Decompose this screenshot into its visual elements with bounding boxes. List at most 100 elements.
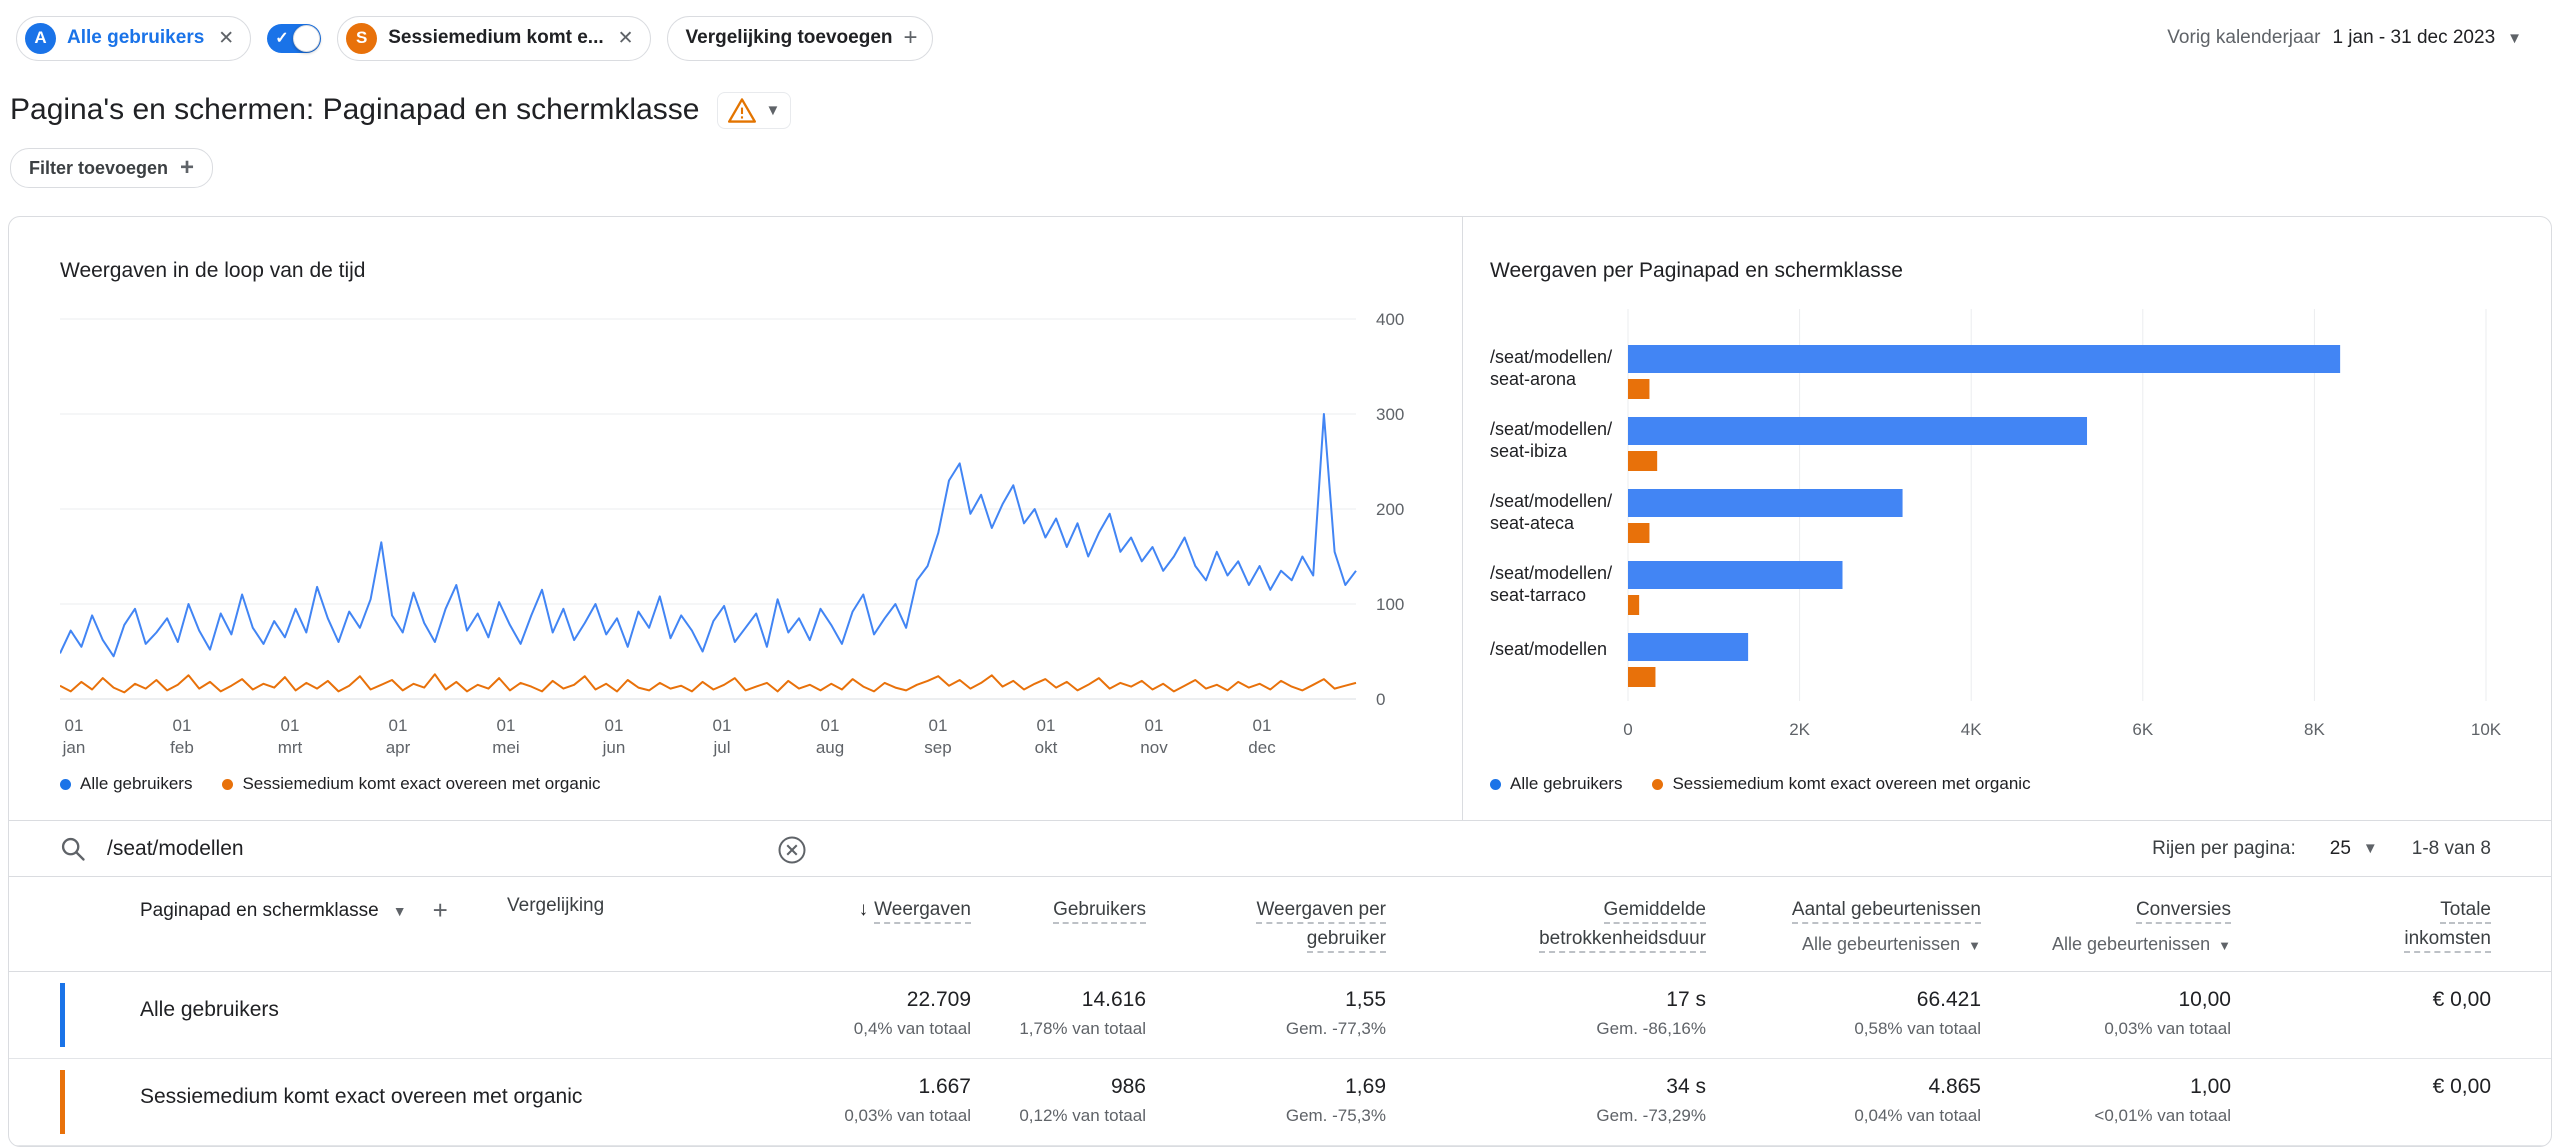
avg-engagement-cell: 17 sGem. -86,16% (1386, 972, 1706, 1058)
views-cell: 22.7090,4% van totaal (771, 972, 971, 1058)
line-chart-title: Weergaven in de loop van de tijd (60, 259, 1462, 283)
legend-item-all-users: Alle gebruikers (60, 774, 192, 794)
svg-text:seat-arona: seat-arona (1490, 369, 1577, 389)
bar-chart-plot[interactable]: 02K4K6K8K10K/seat/modellen/seat-arona/se… (1490, 309, 2530, 761)
column-header-event-count[interactable]: Aantal gebeurtenissen Alle gebeurtenisse… (1706, 895, 1981, 955)
filter-bar: Filter toevoegen + (0, 132, 2560, 188)
svg-text:01: 01 (713, 716, 732, 735)
table-header: Paginapad en schermklasse ▼ + Vergelijki… (9, 877, 2551, 972)
add-filter-button[interactable]: Filter toevoegen + (10, 148, 213, 188)
table-search-row: Rijen per pagina: 25 ▼ 1-8 van 8 (9, 820, 2551, 877)
views-by-page-path-chart: Weergaven per Paginapad en schermklasse … (1463, 217, 2551, 820)
clear-search-icon[interactable] (777, 835, 807, 865)
add-secondary-dimension-icon[interactable]: + (433, 895, 448, 926)
svg-text:apr: apr (386, 738, 411, 757)
data-warning-dropdown[interactable]: ▼ (717, 92, 791, 129)
views-header-label: Weergaven (874, 899, 971, 924)
comparison-visibility-toggle[interactable]: ✓ (267, 24, 321, 53)
chip-session-medium-label: Sessiemedium komt e... (388, 27, 603, 49)
add-comparison-label: Vergelijking toevoegen (686, 27, 893, 49)
svg-text:2K: 2K (1789, 720, 1810, 739)
column-header-conversions[interactable]: Conversies Alle gebeurtenissen▼ (1981, 895, 2231, 955)
column-header-total-revenue[interactable]: Totale inkomsten (2231, 895, 2491, 954)
avg-engagement-cell: 34 sGem. -73,29% (1386, 1059, 1706, 1145)
blue-series-dot (1490, 779, 1501, 790)
column-header-users[interactable]: Gebruikers (971, 895, 1146, 924)
svg-text:jun: jun (602, 738, 626, 757)
add-filter-label: Filter toevoegen (29, 158, 168, 179)
page-title: Pagina's en schermen: Paginapad en scher… (10, 88, 699, 132)
chip-all-users[interactable]: A Alle gebruikers ✕ (16, 16, 251, 61)
svg-text:seat-ateca: seat-ateca (1490, 513, 1575, 533)
svg-text:0: 0 (1623, 720, 1632, 739)
legend-label: Alle gebruikers (1510, 774, 1622, 794)
svg-text:01: 01 (1145, 716, 1164, 735)
svg-text:01: 01 (497, 716, 516, 735)
toggle-thumb (293, 25, 320, 52)
sort-descending-icon: ↓ (859, 899, 869, 920)
table-row[interactable]: Alle gebruikers 22.7090,4% van totaal 14… (9, 972, 2551, 1059)
comparison-name: Sessiemedium komt exact overeen met orga… (9, 1059, 771, 1145)
rows-per-page-label: Rijen per pagina: (2152, 838, 2296, 860)
search-input[interactable] (105, 836, 685, 862)
event-count-cell: 66.4210,58% van totaal (1706, 972, 1981, 1058)
event-filter-dropdown[interactable]: Alle gebeurtenissen▼ (1706, 934, 1981, 955)
table-row[interactable]: Sessiemedium komt exact overeen met orga… (9, 1059, 2551, 1146)
avg-engagement-header-label: Gemiddelde betrokkenheidsduur (1539, 899, 1706, 953)
close-icon[interactable]: ✕ (615, 27, 634, 50)
svg-text:nov: nov (1140, 738, 1168, 757)
charts-row: Weergaven in de loop van de tijd 0100200… (9, 217, 2551, 820)
svg-text:100: 100 (1376, 595, 1404, 614)
svg-text:/seat/modellen/: /seat/modellen/ (1490, 419, 1612, 439)
bar-chart-title: Weergaven per Paginapad en schermklasse (1490, 259, 2551, 283)
conversions-filter-value: Alle gebeurtenissen (2052, 934, 2210, 954)
svg-text:mrt: mrt (278, 738, 303, 757)
legend-item-all-users: Alle gebruikers (1490, 774, 1622, 794)
conversions-filter-dropdown[interactable]: Alle gebeurtenissen ▼ (1981, 934, 2231, 955)
orange-series-dot (1652, 779, 1663, 790)
svg-text:01: 01 (173, 716, 192, 735)
svg-text:01: 01 (389, 716, 408, 735)
event-filter-value: Alle gebeurtenissen (1802, 934, 1960, 954)
line-chart-plot[interactable]: 010020030040001jan01feb01mrt01apr01mei01… (60, 309, 1446, 761)
svg-text:01: 01 (929, 716, 948, 735)
total-revenue-header-label: Totale inkomsten (2404, 899, 2491, 953)
column-header-views[interactable]: ↓Weergaven (771, 895, 971, 924)
svg-text:/seat/modellen/: /seat/modellen/ (1490, 563, 1612, 583)
column-header-dimension[interactable]: Paginapad en schermklasse ▼ + (9, 895, 507, 926)
rows-per-page-select[interactable]: 25 ▼ (2330, 838, 2378, 860)
conversions-cell: 10,000,03% van totaal (1981, 972, 2231, 1058)
orange-series-dot (222, 779, 233, 790)
svg-text:300: 300 (1376, 405, 1404, 424)
chip-session-medium-organic[interactable]: S Sessiemedium komt e... ✕ (337, 16, 650, 61)
svg-text:/seat/modellen/: /seat/modellen/ (1490, 491, 1612, 511)
svg-text:jan: jan (62, 738, 86, 757)
views-per-user-cell: 1,55Gem. -77,3% (1146, 972, 1386, 1058)
users-header-label: Gebruikers (1053, 899, 1146, 924)
chevron-down-icon: ▼ (2218, 938, 2231, 953)
total-revenue-cell: € 0,00 (2231, 1059, 2491, 1145)
plus-icon: + (180, 156, 194, 180)
svg-text:aug: aug (816, 738, 844, 757)
users-cell: 9860,12% van totaal (971, 1059, 1146, 1145)
chevron-down-icon: ▼ (765, 102, 780, 119)
column-header-avg-engagement[interactable]: Gemiddelde betrokkenheidsduur (1386, 895, 1706, 954)
legend-item-organic: Sessiemedium komt exact overeen met orga… (222, 774, 600, 794)
comparison-color-marker (60, 983, 65, 1047)
svg-text:01: 01 (605, 716, 624, 735)
svg-text:01: 01 (1253, 716, 1272, 735)
add-comparison-button[interactable]: Vergelijking toevoegen + (667, 16, 933, 61)
legend-label: Sessiemedium komt exact overeen met orga… (1672, 774, 2030, 794)
column-header-views-per-user[interactable]: Weergaven per gebruiker (1146, 895, 1386, 954)
search-icon (59, 835, 87, 863)
svg-text:200: 200 (1376, 500, 1404, 519)
close-icon[interactable]: ✕ (215, 27, 234, 50)
chevron-down-icon: ▼ (2363, 840, 2378, 857)
svg-text:6K: 6K (2132, 720, 2153, 739)
views-per-user-cell: 1,69Gem. -75,3% (1146, 1059, 1386, 1145)
svg-text:0: 0 (1376, 690, 1385, 709)
comparison-name: Alle gebruikers (9, 972, 771, 1058)
total-revenue-cell: € 0,00 (2231, 972, 2491, 1058)
report-card: Weergaven in de loop van de tijd 0100200… (8, 216, 2552, 1147)
date-range-selector[interactable]: Vorig kalenderjaar 1 jan - 31 dec 2023 ▼ (2167, 27, 2522, 49)
